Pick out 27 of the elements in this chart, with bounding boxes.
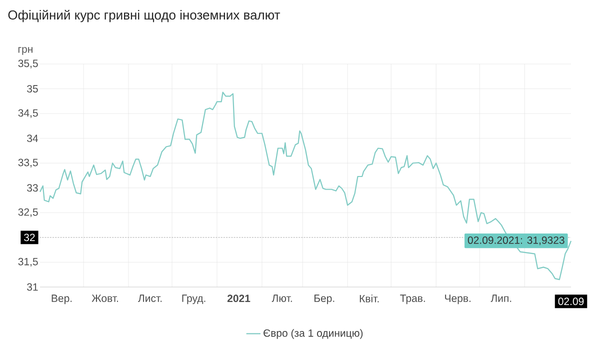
x-tick-label: Трав. xyxy=(400,294,425,304)
y-tick-label: 32,5 xyxy=(18,208,38,218)
y-tick-label: 31 xyxy=(27,283,38,291)
y-tick-label: 33,5 xyxy=(18,158,38,168)
y-axis-title: грн xyxy=(18,47,32,55)
y-tick-label: 33 xyxy=(27,184,38,192)
x-tick-label: Груд. xyxy=(182,294,206,304)
y-tick-label: 32 xyxy=(24,234,35,242)
line-series xyxy=(39,92,572,280)
y-tick-label: 34 xyxy=(27,134,38,142)
x-tick-label: Жовт. xyxy=(92,294,118,302)
y-tick-label: 31,5 xyxy=(18,258,38,267)
y-tick-label: 35 xyxy=(27,85,38,92)
chart-title: Офіційний курс гривні щодо іноземних валют xyxy=(8,10,280,22)
x-tick-label: Бер. xyxy=(314,294,334,304)
y-tick-label: 34,5 xyxy=(18,109,38,118)
x-tick-label: Вер. xyxy=(52,294,72,304)
x-tick-label: Лист. xyxy=(138,294,162,302)
x-tick-label: 02.09 xyxy=(558,298,584,306)
x-tick-label: Лип. xyxy=(490,294,512,302)
annotation: 02.09.2021: 31,9323 xyxy=(468,236,564,246)
x-tick-label: Квіт. xyxy=(360,294,379,302)
x-tick-label: Черв. xyxy=(445,294,470,304)
y-tick-label: 35,5 xyxy=(18,60,38,68)
x-tick-label: 2021 xyxy=(227,294,250,302)
legend-label: Євро (за 1 одиницю) xyxy=(264,329,363,339)
x-tick-label: Лют. xyxy=(272,294,292,302)
